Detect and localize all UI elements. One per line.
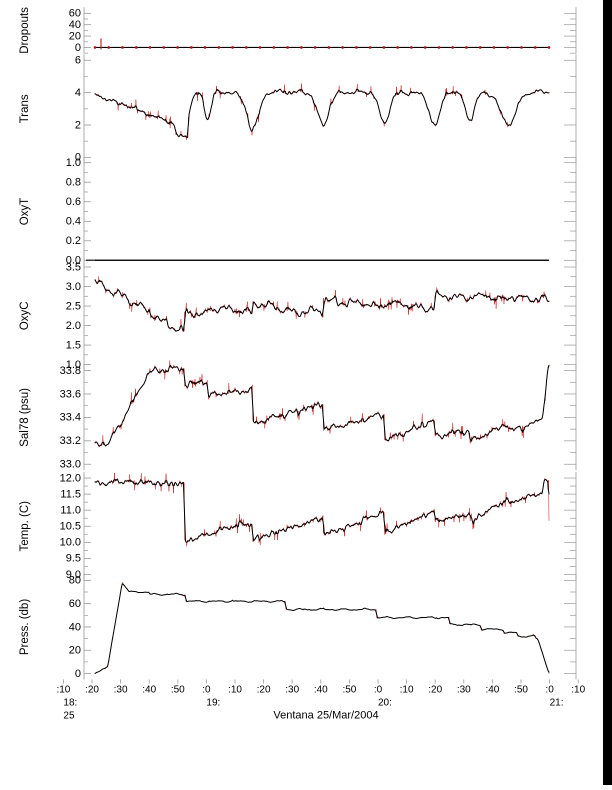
svg-text:19:: 19:: [206, 698, 220, 709]
svg-text::50: :50: [514, 685, 528, 696]
svg-text:10.0: 10.0: [60, 537, 81, 549]
svg-text:18:: 18:: [63, 698, 77, 709]
svg-text:6: 6: [75, 55, 81, 67]
svg-text:12.0: 12.0: [60, 472, 81, 484]
svg-text:OxyC: OxyC: [19, 301, 31, 330]
svg-text::30: :30: [114, 685, 128, 696]
svg-text::0: :0: [545, 685, 554, 696]
svg-text::30: :30: [457, 685, 471, 696]
svg-text:OxyT: OxyT: [19, 198, 31, 225]
svg-text:33.0: 33.0: [60, 459, 81, 471]
svg-text::40: :40: [485, 685, 499, 696]
svg-text:2: 2: [75, 119, 81, 131]
svg-text::50: :50: [342, 685, 356, 696]
svg-text::40: :40: [314, 685, 328, 696]
svg-text:25: 25: [63, 711, 75, 722]
svg-text:33.4: 33.4: [60, 412, 81, 424]
svg-text:20: 20: [69, 30, 81, 42]
svg-text::20: :20: [257, 685, 271, 696]
svg-text:0.6: 0.6: [66, 196, 81, 208]
svg-text:0.2: 0.2: [66, 235, 81, 247]
svg-text:2.0: 2.0: [66, 320, 81, 332]
svg-text::10: :10: [228, 685, 242, 696]
svg-text:10.5: 10.5: [60, 521, 81, 533]
svg-text::20: :20: [428, 685, 442, 696]
svg-text:11.0: 11.0: [60, 504, 81, 516]
svg-text:Temp. (C): Temp. (C): [19, 501, 31, 552]
svg-text:20:: 20:: [378, 698, 392, 709]
svg-text:Dropouts: Dropouts: [19, 7, 31, 54]
svg-text:33.2: 33.2: [60, 435, 81, 447]
svg-text:2.5: 2.5: [66, 300, 81, 312]
svg-text::20: :20: [85, 685, 99, 696]
svg-text:20: 20: [69, 645, 81, 657]
svg-text:1.5: 1.5: [66, 339, 81, 351]
svg-text:3.5: 3.5: [66, 261, 81, 273]
svg-text:0: 0: [75, 42, 81, 54]
svg-text:0.4: 0.4: [66, 216, 81, 228]
svg-text:60: 60: [69, 8, 81, 20]
svg-text:Ventana 25/Mar/2004: Ventana 25/Mar/2004: [273, 710, 378, 722]
svg-text:0.8: 0.8: [66, 177, 81, 189]
svg-text:33.6: 33.6: [60, 388, 81, 400]
svg-text:21:: 21:: [550, 698, 564, 709]
svg-text:Sal78 (psu): Sal78 (psu): [19, 388, 31, 447]
svg-text:40: 40: [69, 19, 81, 31]
svg-text::0: :0: [374, 685, 383, 696]
svg-text:40: 40: [69, 621, 81, 633]
svg-text::10: :10: [571, 685, 585, 696]
svg-text:60: 60: [69, 598, 81, 610]
svg-text:1.0: 1.0: [66, 157, 81, 169]
svg-text:Press. (db): Press. (db): [19, 599, 31, 655]
svg-text:11.5: 11.5: [60, 488, 81, 500]
svg-text::50: :50: [171, 685, 185, 696]
svg-text::10: :10: [56, 685, 70, 696]
svg-text::10: :10: [400, 685, 414, 696]
svg-text:80: 80: [69, 575, 81, 587]
svg-text:0: 0: [75, 668, 81, 680]
svg-text::0: :0: [202, 685, 211, 696]
svg-text::30: :30: [285, 685, 299, 696]
svg-text::40: :40: [142, 685, 156, 696]
svg-text:33.8: 33.8: [60, 365, 81, 377]
svg-text:3.0: 3.0: [66, 281, 81, 293]
svg-text:4: 4: [75, 87, 81, 99]
svg-text:Trans: Trans: [19, 94, 31, 123]
svg-text:9.5: 9.5: [66, 553, 81, 565]
